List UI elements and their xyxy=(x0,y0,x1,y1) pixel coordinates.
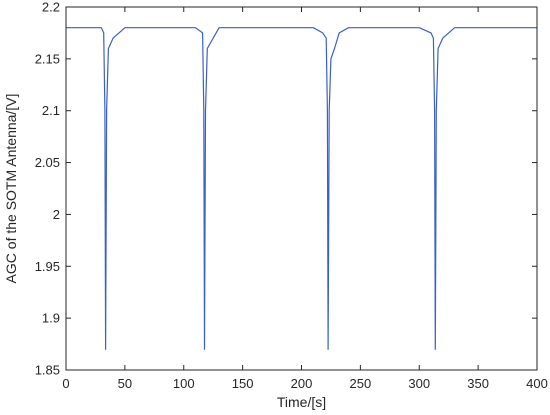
x-tick-label: 400 xyxy=(526,376,548,391)
x-tick-label: 50 xyxy=(118,376,132,391)
x-tick-label: 250 xyxy=(350,376,372,391)
x-tick-label: 150 xyxy=(232,376,254,391)
y-tick-label: 1.85 xyxy=(35,363,60,378)
x-tick-label: 300 xyxy=(408,376,430,391)
y-tick-label: 2.15 xyxy=(35,51,60,66)
y-axis-title: AGC of the SOTM Antenna/[V] xyxy=(3,94,19,284)
y-tick-label: 2.05 xyxy=(35,155,60,170)
x-tick-label: 350 xyxy=(467,376,489,391)
series-line xyxy=(66,27,537,350)
ticks-layer: 0 50 100 150 200 250 300 350 400 1.85 1.9 1.95 2 2.05… xyxy=(35,0,548,391)
x-axis-title: Time/[s] xyxy=(277,394,326,410)
x-tick-label: 0 xyxy=(62,376,69,391)
x-tick-label: 200 xyxy=(291,376,313,391)
plot-area xyxy=(66,7,537,370)
y-tick-label: 2.2 xyxy=(42,0,60,15)
series-layer xyxy=(66,27,537,350)
y-tick-label: 2.1 xyxy=(42,103,60,118)
y-tick-label: 1.95 xyxy=(35,259,60,274)
plot-frame xyxy=(65,6,538,371)
y-tick-label: 2 xyxy=(53,207,60,222)
x-tick-label: 100 xyxy=(173,376,195,391)
y-tick-label: 1.9 xyxy=(42,311,60,326)
